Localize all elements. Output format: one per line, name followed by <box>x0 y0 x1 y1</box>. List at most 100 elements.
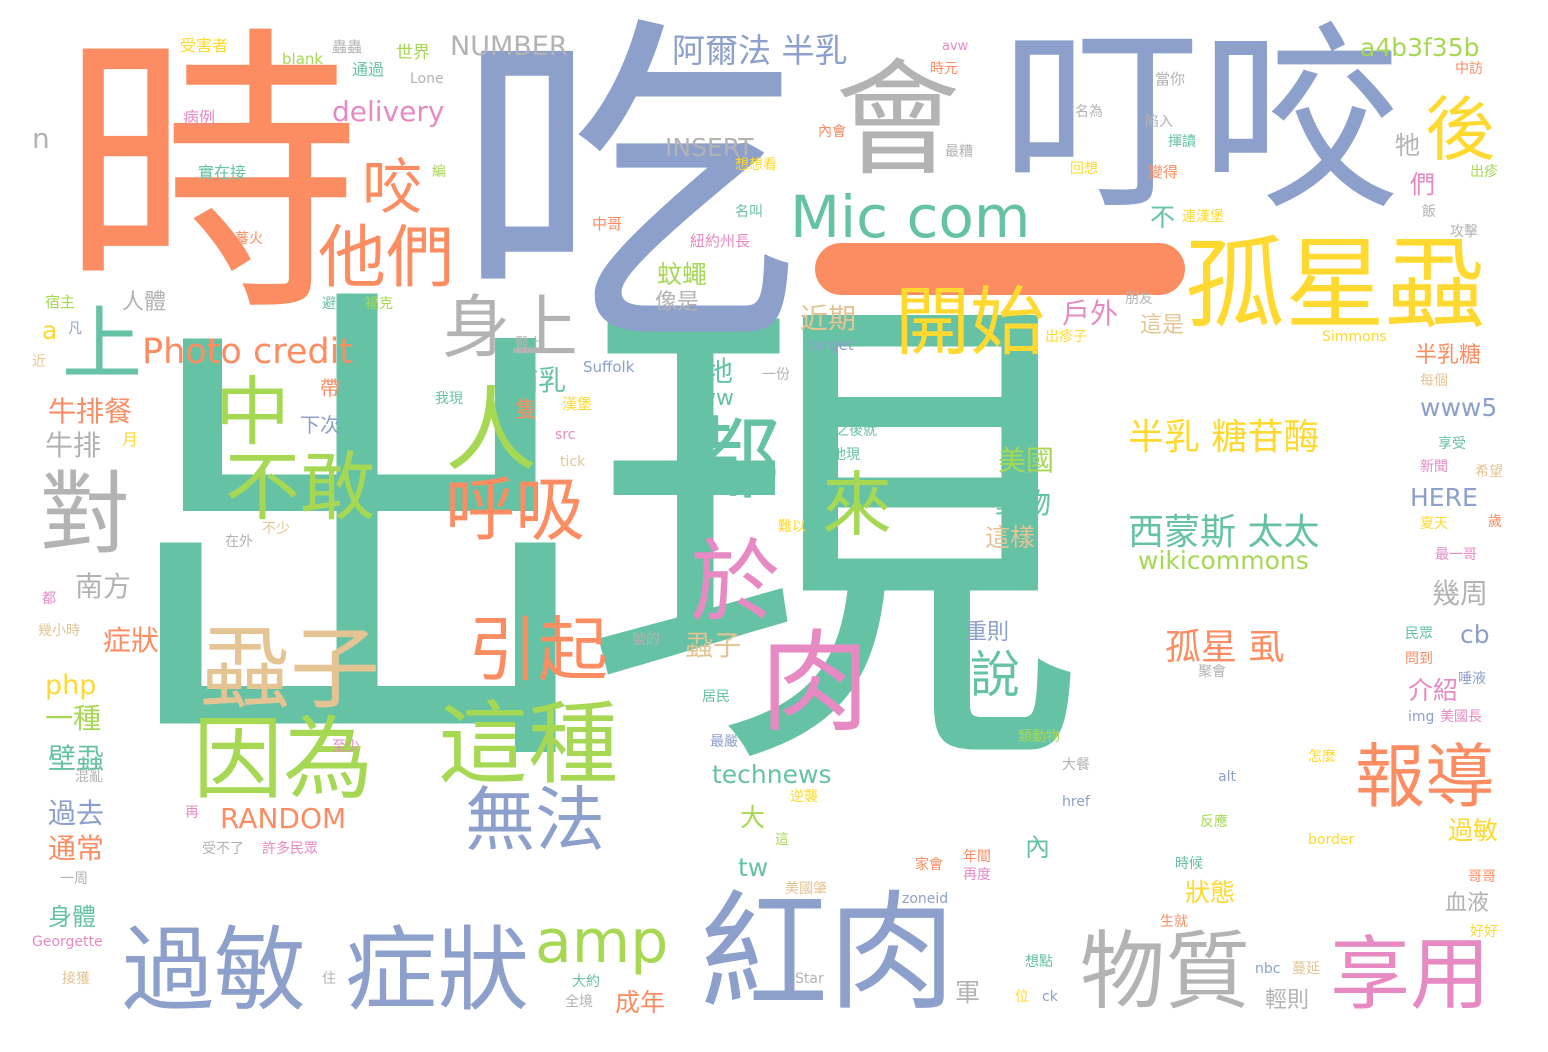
word: 呼吸 <box>445 469 585 551</box>
word: 半乳 糖苷酶 <box>1128 417 1320 458</box>
word: 漢堡 <box>562 395 593 413</box>
word: tick <box>560 454 586 470</box>
word: 美國 <box>998 444 1055 477</box>
word: 開始 <box>895 278 1046 366</box>
word: 希望 <box>1475 464 1503 480</box>
word: 哺乳 <box>510 364 567 397</box>
word: www5 <box>1420 393 1498 422</box>
word: 再 <box>185 805 199 821</box>
word: Mic com <box>790 183 1031 251</box>
word: 近期 <box>800 302 857 335</box>
word: 美國長 <box>1440 709 1482 725</box>
word: 全境 <box>565 994 593 1010</box>
word: 人體 <box>122 290 167 315</box>
word: 狀態 <box>1185 878 1236 907</box>
word: 這 <box>775 832 789 848</box>
word: 新聞 <box>1420 459 1448 475</box>
word: 通常 <box>48 832 105 865</box>
word: 近 <box>32 354 46 370</box>
word: 帶 <box>320 376 340 400</box>
word: 名叫 <box>735 204 763 220</box>
word: 會 <box>835 48 960 193</box>
word: a <box>42 316 58 345</box>
word: 孤星 虱 <box>1165 627 1285 668</box>
word: 最嚴 <box>710 734 738 750</box>
word: 蕃火 <box>235 231 263 247</box>
word: Simmons <box>1322 329 1387 345</box>
word: img <box>1408 709 1435 725</box>
word: 軍 <box>955 978 981 1007</box>
word: 病例 <box>183 108 216 127</box>
word: 陷入 <box>1145 114 1173 130</box>
word: 對 <box>40 462 130 567</box>
word: 位 <box>1015 989 1029 1005</box>
word: 肉 <box>760 619 870 747</box>
word: 年間 <box>963 849 991 865</box>
word: 他們 <box>318 219 455 298</box>
word: 內 <box>1025 833 1051 862</box>
word: 享用 <box>1330 928 1490 1021</box>
word: Suffolk <box>583 358 635 376</box>
word: 中 <box>215 368 291 456</box>
word: avw <box>942 39 969 54</box>
word: 中訪 <box>1455 61 1483 77</box>
word: href <box>1062 794 1090 810</box>
word: 上 <box>62 298 142 391</box>
word: RANDOM <box>220 802 347 835</box>
word: 每個 <box>1420 373 1448 389</box>
word: 享受 <box>1438 436 1466 452</box>
word: 民眾 <box>1405 626 1433 642</box>
word: 唾液 <box>1458 671 1486 687</box>
word: 回想 <box>1070 161 1098 177</box>
word: 居民 <box>702 689 730 705</box>
word: 中哥 <box>592 215 623 233</box>
word: 孤星蝨 <box>1185 226 1485 343</box>
word: 至少 <box>332 739 360 755</box>
word: 難以 <box>778 519 806 535</box>
word: 介紹 <box>1408 676 1459 705</box>
word: 這是 <box>1140 313 1185 338</box>
word: 過敏 <box>1448 816 1499 845</box>
word: 當地現 <box>818 447 860 463</box>
word: 最糟 <box>945 144 973 160</box>
word: 這樣 <box>985 523 1036 552</box>
word: 物質 <box>1080 923 1251 1022</box>
word: 大 <box>740 803 766 832</box>
word: 人 <box>445 377 538 484</box>
word: cb <box>1460 620 1490 649</box>
word: 引起 <box>468 609 608 691</box>
word: 咬 <box>362 153 422 223</box>
word: ck <box>1042 989 1058 1005</box>
word: 我現 <box>435 391 463 407</box>
decorative-stroke <box>815 243 1185 295</box>
word: 家會 <box>915 857 943 873</box>
word: 變得 <box>1148 163 1179 181</box>
word: 動物 <box>995 487 1052 520</box>
word: 南方 <box>75 570 132 603</box>
word: 住 <box>322 971 336 987</box>
word: target <box>808 336 854 354</box>
word: 西蒙斯 太太 <box>1128 512 1320 553</box>
word: technews <box>712 760 832 789</box>
word: 世界 <box>396 43 430 63</box>
word: 出疹 <box>1470 164 1498 180</box>
word: 哥哥 <box>1468 869 1496 885</box>
word: 之後就 <box>835 423 877 439</box>
word: 說 <box>970 646 1020 704</box>
word: a4b3f35b <box>1360 33 1480 62</box>
word: 蔓延 <box>1292 961 1320 977</box>
word: 於 <box>690 530 780 635</box>
word: 名為 <box>1075 104 1103 120</box>
word: 凡 <box>68 321 82 337</box>
word: 身上 <box>442 289 579 368</box>
word: 福克 <box>365 296 393 312</box>
word: 幾周 <box>1432 577 1489 610</box>
word: 症狀 <box>345 917 530 1024</box>
word: src <box>555 427 576 443</box>
word: 反應 <box>1200 814 1228 830</box>
word: 蝨子 <box>685 629 742 662</box>
word: 隻 <box>515 398 538 423</box>
word: 紐約州長 <box>690 232 751 250</box>
word: 不少 <box>262 521 290 537</box>
